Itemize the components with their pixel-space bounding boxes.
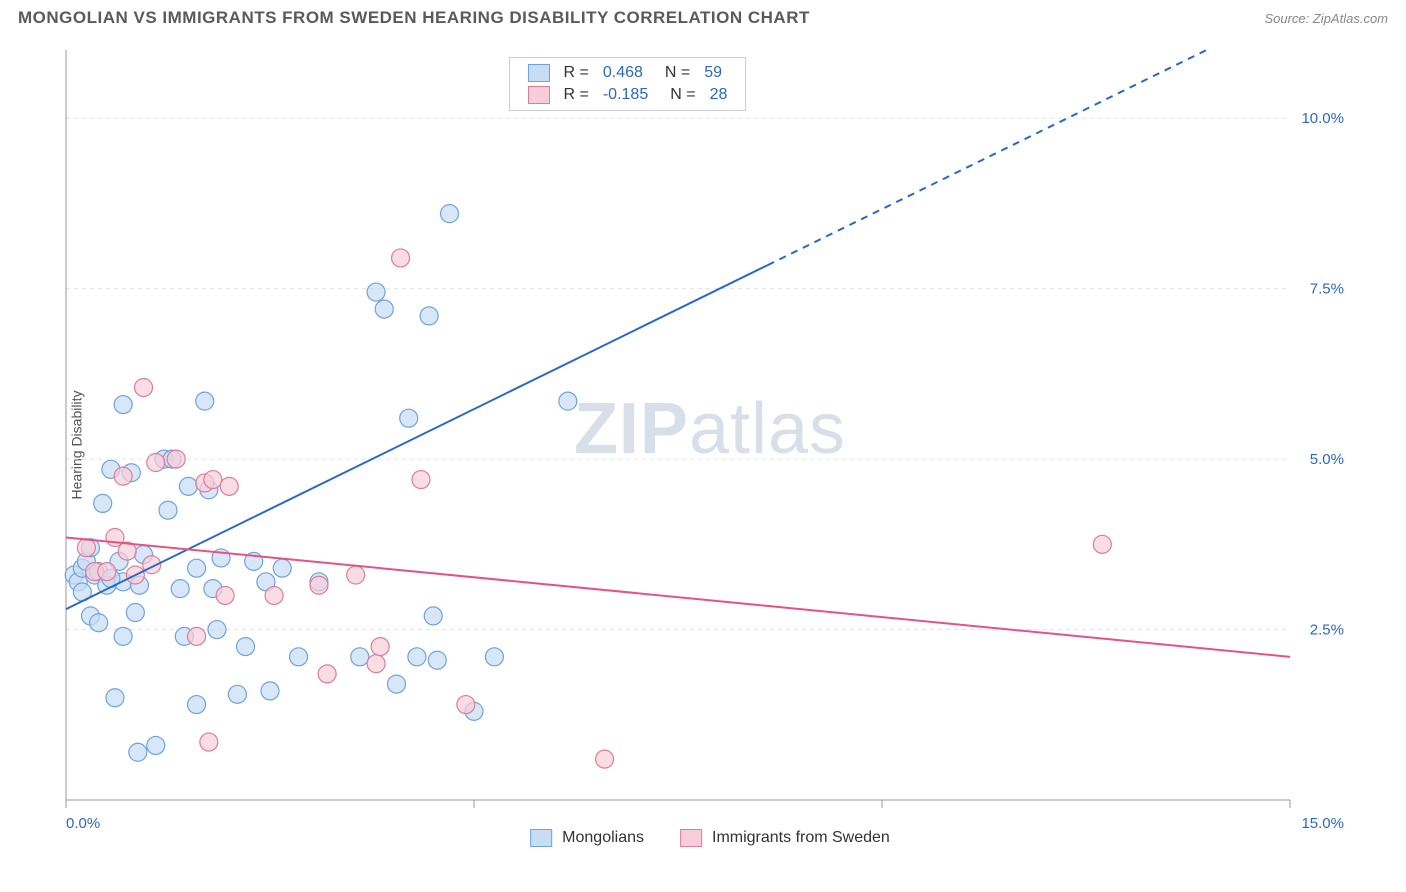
legend-swatch [530,829,552,847]
legend-swatch [680,829,702,847]
r-value: -0.185 [603,86,648,104]
legend-swatch [528,64,550,82]
chart-title: MONGOLIAN VS IMMIGRANTS FROM SWEDEN HEAR… [18,8,810,28]
n-value: 28 [710,86,728,104]
r-label: R = [564,86,589,104]
svg-text:0.0%: 0.0% [66,815,100,832]
svg-text:15.0%: 15.0% [1301,815,1344,832]
r-label: R = [564,64,589,82]
n-label: N = [665,64,690,82]
legend-label: Mongolians [562,829,644,847]
stats-row: R = 0.468 N = 59 [510,62,746,84]
legend-swatch [528,86,550,104]
chart-area: Hearing Disability 2.5%5.0%7.5%10.0%0.0%… [50,45,1390,845]
n-value: 59 [704,64,722,82]
scatter-plot-svg: 2.5% 5.0% 7.5% 10.0% 0.0% 15.0% [60,45,1360,845]
legend-item: Mongolians [530,829,644,847]
r-value: 0.468 [603,64,643,82]
plot-region: 2.5%5.0%7.5%10.0%0.0%15.0% ZIPatlas R =0… [60,45,1360,845]
legend-label: Immigrants from Sweden [712,829,890,847]
chart-header: MONGOLIAN VS IMMIGRANTS FROM SWEDEN HEAR… [0,0,1406,32]
chart-source: Source: ZipAtlas.com [1264,11,1388,26]
svg-text:5.0%: 5.0% [1310,451,1344,468]
correlation-stats-box: R = 0.468 N = 59 R = -0.185 N = 28 [509,57,747,111]
stats-row: R = -0.185 N = 28 [510,84,746,106]
svg-text:7.5%: 7.5% [1310,281,1344,298]
series-legend: Mongolians Immigrants from Sweden [530,829,890,847]
svg-text:2.5%: 2.5% [1310,622,1344,639]
n-label: N = [670,86,695,104]
legend-item: Immigrants from Sweden [680,829,890,847]
svg-text:10.0%: 10.0% [1301,110,1344,127]
